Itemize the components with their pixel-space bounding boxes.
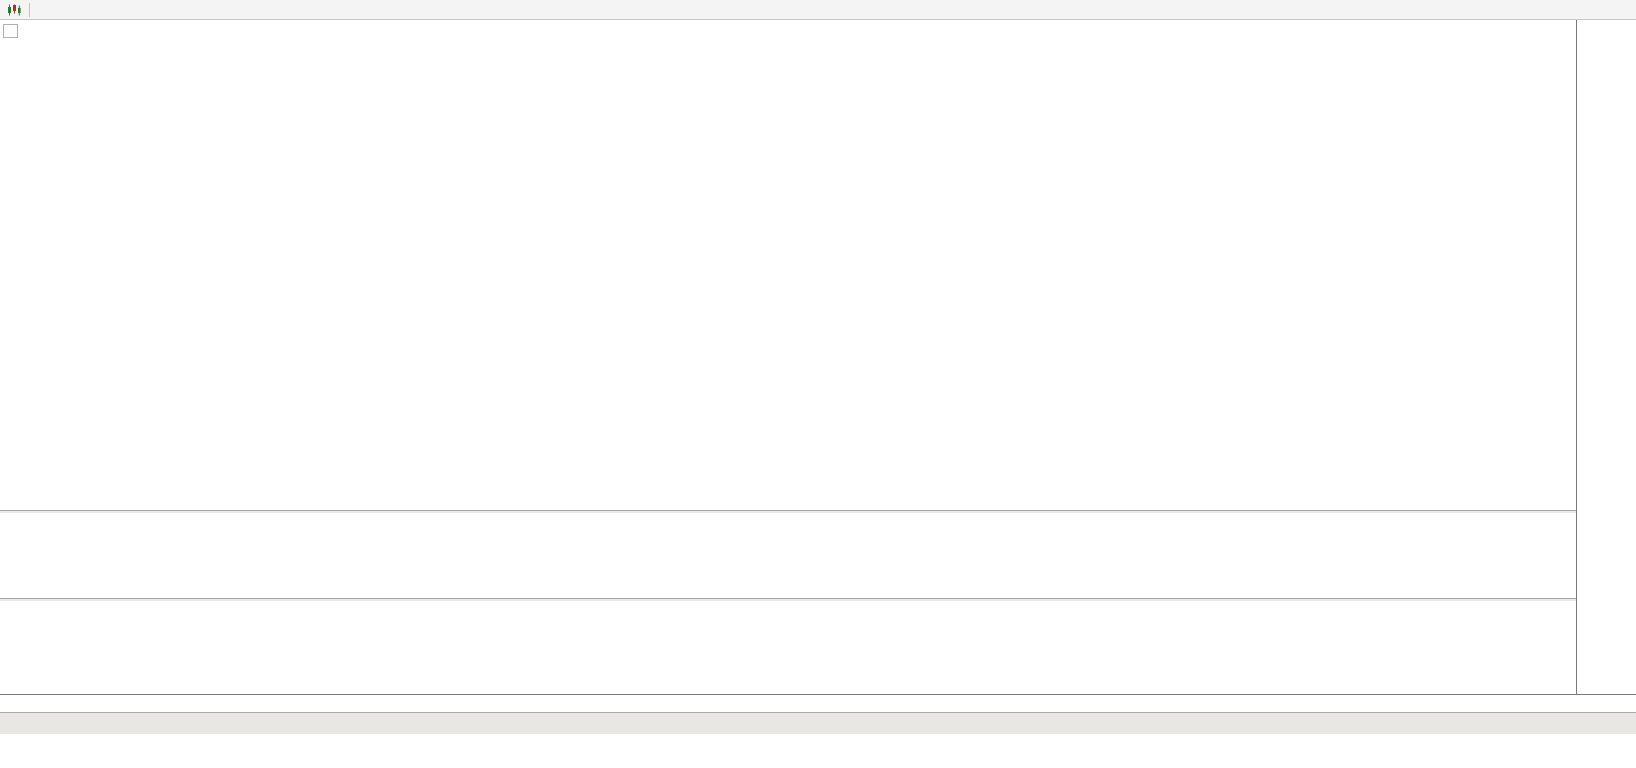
- rsi-panel[interactable]: [0, 513, 1576, 598]
- candlestick-icon: [8, 4, 21, 15]
- main-chart-panel[interactable]: [0, 20, 1576, 510]
- price-axis[interactable]: [1576, 20, 1636, 694]
- chart-ohlc-title: [24, 25, 30, 37]
- toolbar-separator: [29, 2, 30, 17]
- macd-panel[interactable]: [0, 601, 1576, 694]
- panel-splitter-rsi-macd[interactable]: [0, 598, 1636, 601]
- chart-type-icon[interactable]: [4, 2, 24, 18]
- status-area: [0, 734, 1636, 768]
- chart-tabs-bar: [0, 712, 1636, 734]
- time-axis[interactable]: [0, 694, 1636, 712]
- one-click-trading-button[interactable]: [3, 24, 18, 38]
- panel-splitter-main-rsi[interactable]: [0, 510, 1636, 513]
- macd-label: [6, 603, 16, 615]
- rsi-label: [6, 515, 11, 527]
- timeframe-toolbar: [0, 0, 1636, 20]
